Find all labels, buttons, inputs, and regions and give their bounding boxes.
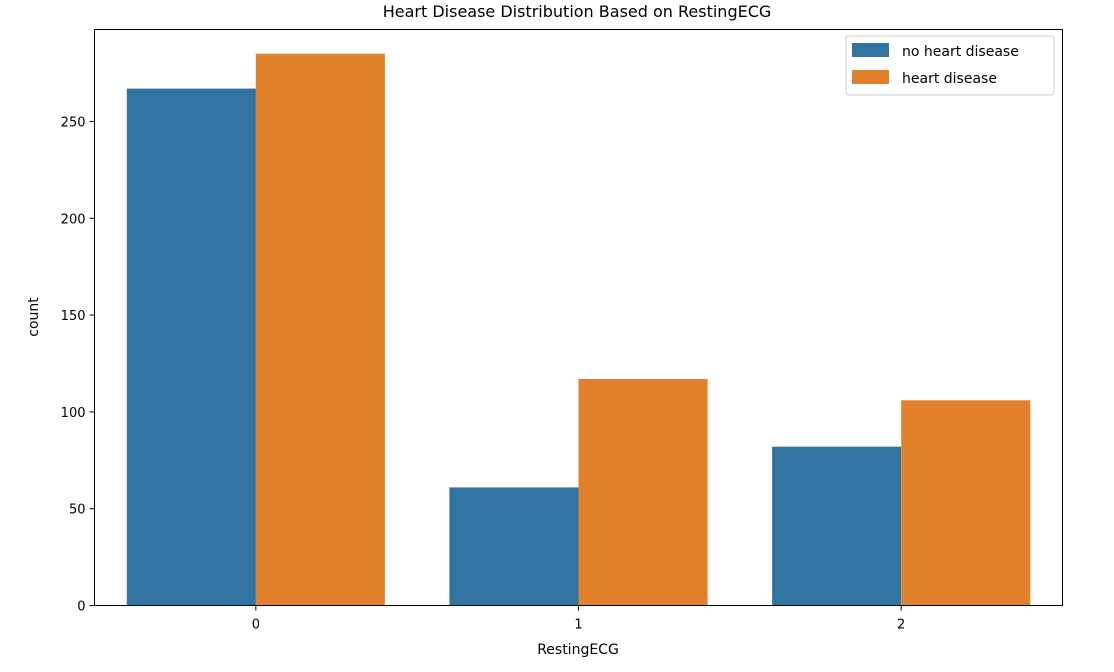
bar-no-heart-disease-0 [126, 88, 256, 606]
bar-no-heart-disease-2 [772, 446, 902, 606]
y-tick-label: 250 [61, 115, 86, 130]
bar-heart-disease-0 [255, 53, 385, 606]
y-axis-ticks: 0 50 100 150 200 250 [61, 115, 95, 615]
y-tick-label: 50 [69, 503, 86, 518]
x-tick-label: 1 [574, 618, 582, 633]
x-axis-ticks: 0 1 2 [252, 605, 905, 633]
bars-group [126, 53, 1031, 606]
legend-label-heart-disease: heart disease [902, 71, 997, 87]
bar-no-heart-disease-1 [449, 487, 579, 606]
y-tick-label: 0 [77, 600, 85, 615]
bar-heart-disease-1 [578, 379, 708, 606]
legend-label-no-heart-disease: no heart disease [902, 44, 1019, 60]
y-tick-label: 150 [61, 309, 86, 324]
bar-heart-disease-2 [901, 400, 1031, 606]
y-tick-label: 100 [61, 406, 86, 421]
legend-swatch-no-heart-disease [852, 43, 889, 57]
x-axis-label: RestingECG [537, 642, 619, 658]
x-tick-label: 0 [252, 618, 260, 633]
legend-box [845, 35, 1055, 96]
x-tick-label: 2 [897, 618, 905, 633]
legend-swatch-heart-disease [852, 70, 889, 84]
legend: no heart disease heart disease [845, 35, 1055, 96]
y-tick-label: 200 [61, 212, 86, 227]
chart-title: Heart Disease Distribution Based on Rest… [383, 2, 772, 21]
y-axis-label: count [26, 297, 42, 337]
